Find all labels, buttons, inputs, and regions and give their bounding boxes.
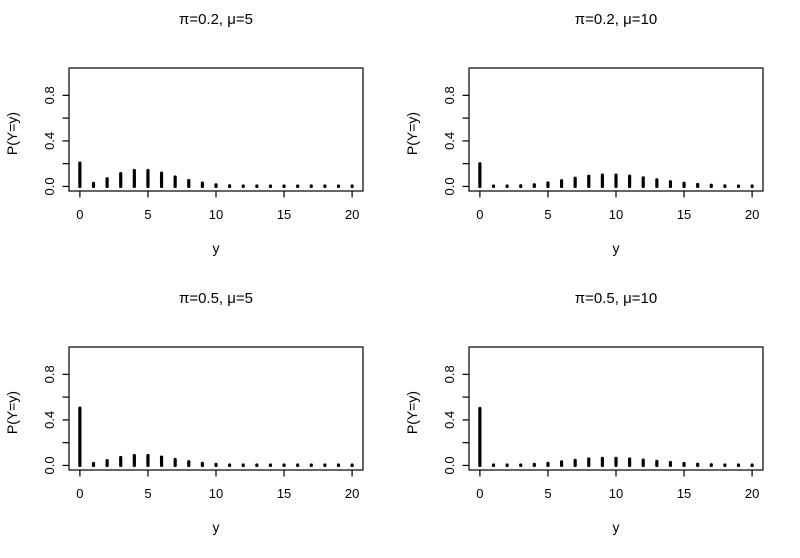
svg-text:10: 10 <box>209 486 223 501</box>
plot-title: π=0.2, μ=10 <box>574 11 658 28</box>
svg-text:15: 15 <box>677 207 691 222</box>
svg-text:y: y <box>213 519 220 535</box>
svg-text:20: 20 <box>745 207 759 222</box>
svg-text:P(Y=y): P(Y=y) <box>4 112 20 155</box>
pmf-spike-plot: 0 5 10 15 20 0.0 0.4 0.8 y P(Y=y) <box>4 67 364 256</box>
svg-text:P(Y=y): P(Y=y) <box>404 112 420 155</box>
svg-text:0.4: 0.4 <box>42 411 57 429</box>
svg-text:0.0: 0.0 <box>42 456 57 474</box>
svg-text:0.0: 0.0 <box>442 456 457 474</box>
svg-text:0.0: 0.0 <box>42 177 57 195</box>
svg-text:15: 15 <box>677 486 691 501</box>
panel-bottom-right: π=0.5, μ=10 0 5 10 15 20 0.0 0.4 0.8 y P(Y=y) <box>400 279 800 558</box>
svg-text:0.4: 0.4 <box>42 132 57 150</box>
svg-text:5: 5 <box>544 207 551 222</box>
svg-text:0.4: 0.4 <box>442 411 457 429</box>
plot-title: π=0.2, μ=5 <box>178 11 254 28</box>
panel-top-left: π=0.2, μ=5 0 5 10 15 20 0.0 0.4 0.8 y P(Y=y) <box>0 0 400 279</box>
svg-text:15: 15 <box>277 486 291 501</box>
plot-title: π=0.5, μ=5 <box>178 290 254 307</box>
panel-top-right: π=0.2, μ=10 0 5 10 15 20 0.0 0.4 0.8 y P(Y=y) <box>400 0 800 279</box>
svg-text:0: 0 <box>76 486 83 501</box>
svg-text:10: 10 <box>609 486 623 501</box>
svg-text:0.8: 0.8 <box>442 365 457 383</box>
pmf-spike-plot: 0 5 10 15 20 0.0 0.4 0.8 y P(Y=y) <box>404 67 764 256</box>
plot-title: π=0.5, μ=10 <box>574 290 658 307</box>
svg-text:y: y <box>613 519 620 535</box>
svg-text:0.0: 0.0 <box>442 177 457 195</box>
svg-text:10: 10 <box>609 207 623 222</box>
svg-text:20: 20 <box>745 486 759 501</box>
svg-text:0: 0 <box>476 486 483 501</box>
pmf-spike-plot: 0 5 10 15 20 0.0 0.4 0.8 y P(Y=y) <box>404 346 764 535</box>
svg-text:0: 0 <box>76 207 83 222</box>
svg-text:y: y <box>213 240 220 256</box>
svg-text:0: 0 <box>476 207 483 222</box>
svg-text:5: 5 <box>544 486 551 501</box>
panel-bottom-left: π=0.5, μ=5 0 5 10 15 20 0.0 0.4 0.8 y P(Y=y) <box>0 279 400 558</box>
svg-text:15: 15 <box>277 207 291 222</box>
pmf-spike-plot: 0 5 10 15 20 0.0 0.4 0.8 y P(Y=y) <box>4 346 364 535</box>
svg-text:10: 10 <box>209 207 223 222</box>
svg-text:y: y <box>613 240 620 256</box>
svg-text:0.8: 0.8 <box>442 86 457 104</box>
svg-text:0.4: 0.4 <box>442 132 457 150</box>
svg-text:P(Y=y): P(Y=y) <box>404 391 420 434</box>
svg-text:5: 5 <box>144 207 151 222</box>
svg-text:P(Y=y): P(Y=y) <box>4 391 20 434</box>
svg-text:5: 5 <box>144 486 151 501</box>
svg-text:0.8: 0.8 <box>42 86 57 104</box>
svg-text:0.8: 0.8 <box>42 365 57 383</box>
svg-text:20: 20 <box>345 486 359 501</box>
svg-text:20: 20 <box>345 207 359 222</box>
